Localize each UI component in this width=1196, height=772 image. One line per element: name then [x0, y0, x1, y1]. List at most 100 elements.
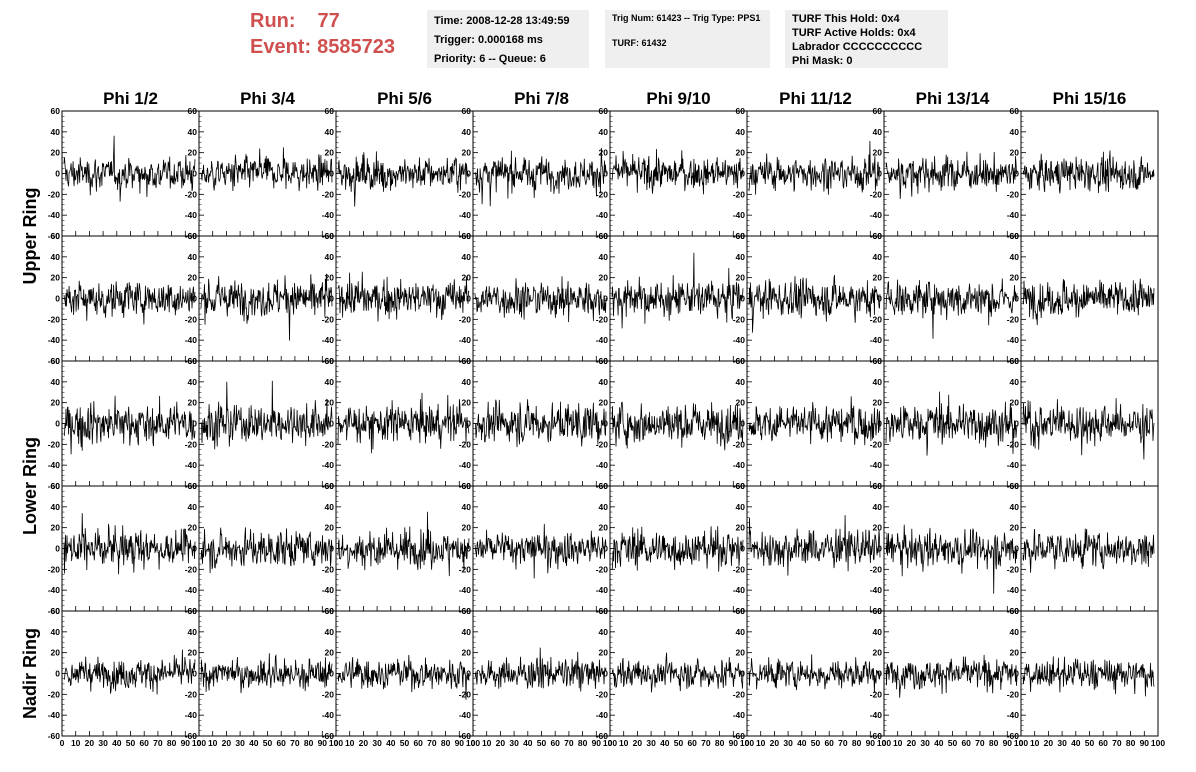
y-tick-label: 20	[1010, 523, 1020, 533]
x-tick-label: 40	[660, 738, 670, 748]
y-tick-label: -60	[1007, 731, 1020, 741]
y-tick-label: 0	[329, 669, 334, 679]
y-tick-label: 20	[599, 273, 609, 283]
x-tick-label: 30	[235, 738, 245, 748]
y-tick-label: 0	[329, 419, 334, 429]
y-tick-label: 40	[51, 377, 61, 387]
waveform-line	[200, 273, 333, 341]
phi-mask-line: Phi Mask: 0	[792, 55, 853, 67]
y-tick-label: 20	[462, 273, 472, 283]
y-tick-label: 20	[736, 523, 746, 533]
y-tick-label: 40	[873, 502, 883, 512]
x-tick-label: 60	[961, 738, 971, 748]
time-info-box: Time: 2008-12-28 13:49:59 Trigger: 0.000…	[427, 10, 589, 68]
waveform-line	[63, 649, 196, 695]
y-tick-label: 40	[188, 502, 198, 512]
y-tick-label: -40	[48, 335, 61, 345]
y-tick-label: -40	[322, 585, 335, 595]
y-tick-label: 0	[466, 669, 471, 679]
y-tick-label: 40	[188, 627, 198, 637]
trigger-info-box: Trig Num: 61423 -- Trig Type: PPS1 TURF:…	[605, 10, 770, 68]
waveform-line	[337, 511, 470, 577]
x-tick-label: 30	[98, 738, 108, 748]
y-tick-label: -40	[870, 210, 883, 220]
y-tick-label: -40	[596, 585, 609, 595]
y-tick-label: 0	[740, 294, 745, 304]
column-title: Phi 15/16	[1053, 89, 1127, 108]
y-tick-label: -20	[1007, 189, 1020, 199]
y-tick-label: 0	[329, 544, 334, 554]
x-tick-label: 10	[893, 738, 903, 748]
y-tick-label: -40	[733, 585, 746, 595]
y-tick-label: 60	[462, 106, 472, 116]
y-tick-label: -40	[459, 585, 472, 595]
y-tick-label: 0	[55, 419, 60, 429]
y-tick-label: -40	[48, 585, 61, 595]
x-tick-label: 90	[1140, 738, 1150, 748]
waveform-line	[611, 148, 744, 195]
y-tick-label: -20	[596, 189, 609, 199]
y-tick-label: 60	[599, 231, 609, 241]
y-tick-label: 40	[325, 252, 335, 262]
y-tick-label: 20	[1010, 648, 1020, 658]
x-tick-label: 40	[112, 738, 122, 748]
y-tick-label: -20	[48, 189, 61, 199]
y-tick-label: 0	[466, 419, 471, 429]
x-tick-label: 70	[701, 738, 711, 748]
y-tick-label: -20	[733, 564, 746, 574]
waveform-line	[337, 271, 470, 322]
y-tick-label: -20	[459, 314, 472, 324]
y-tick-label: -20	[459, 189, 472, 199]
y-tick-label: 20	[51, 648, 61, 658]
column-title: Phi 3/4	[240, 89, 295, 108]
y-tick-label: 20	[462, 148, 472, 158]
y-tick-label: 40	[599, 252, 609, 262]
y-tick-label: 40	[462, 627, 472, 637]
y-tick-label: 0	[740, 544, 745, 554]
y-tick-label: 20	[51, 273, 61, 283]
waveform-line	[200, 380, 333, 450]
y-tick-label: -60	[322, 731, 335, 741]
y-tick-label: 0	[329, 169, 334, 179]
x-tick-label: 0	[745, 738, 750, 748]
y-tick-label: 40	[325, 377, 335, 387]
x-tick-label: 100	[740, 738, 754, 748]
y-tick-label: -40	[870, 460, 883, 470]
x-tick-label: 70	[838, 738, 848, 748]
y-tick-label: 60	[736, 356, 746, 366]
priority-line: Priority: 6 -- Queue: 6	[434, 53, 546, 65]
y-tick-label: -40	[1007, 210, 1020, 220]
run-line: Run: 77	[250, 8, 420, 34]
y-tick-label: 60	[51, 356, 61, 366]
y-tick-label: 0	[877, 544, 882, 554]
y-tick-label: 40	[1010, 252, 1020, 262]
y-tick-label: 60	[325, 606, 335, 616]
x-tick-label: 70	[427, 738, 437, 748]
y-tick-label: 40	[873, 627, 883, 637]
trigger-line: Trigger: 0.000168 ms	[434, 34, 543, 46]
y-tick-label: 40	[188, 377, 198, 387]
waveform-line	[885, 391, 1018, 456]
waveform-line	[474, 399, 607, 448]
x-tick-label: 20	[770, 738, 780, 748]
x-tick-label: 10	[208, 738, 218, 748]
ring-label: Lower Ring	[20, 437, 40, 535]
y-tick-label: 0	[192, 419, 197, 429]
turf-hold-line: TURF This Hold: 0x4	[792, 13, 900, 25]
y-tick-label: 20	[462, 523, 472, 533]
y-tick-label: 60	[325, 231, 335, 241]
ring-label: Upper Ring	[20, 188, 40, 285]
waveform-line	[474, 147, 607, 207]
x-tick-label: 90	[866, 738, 876, 748]
